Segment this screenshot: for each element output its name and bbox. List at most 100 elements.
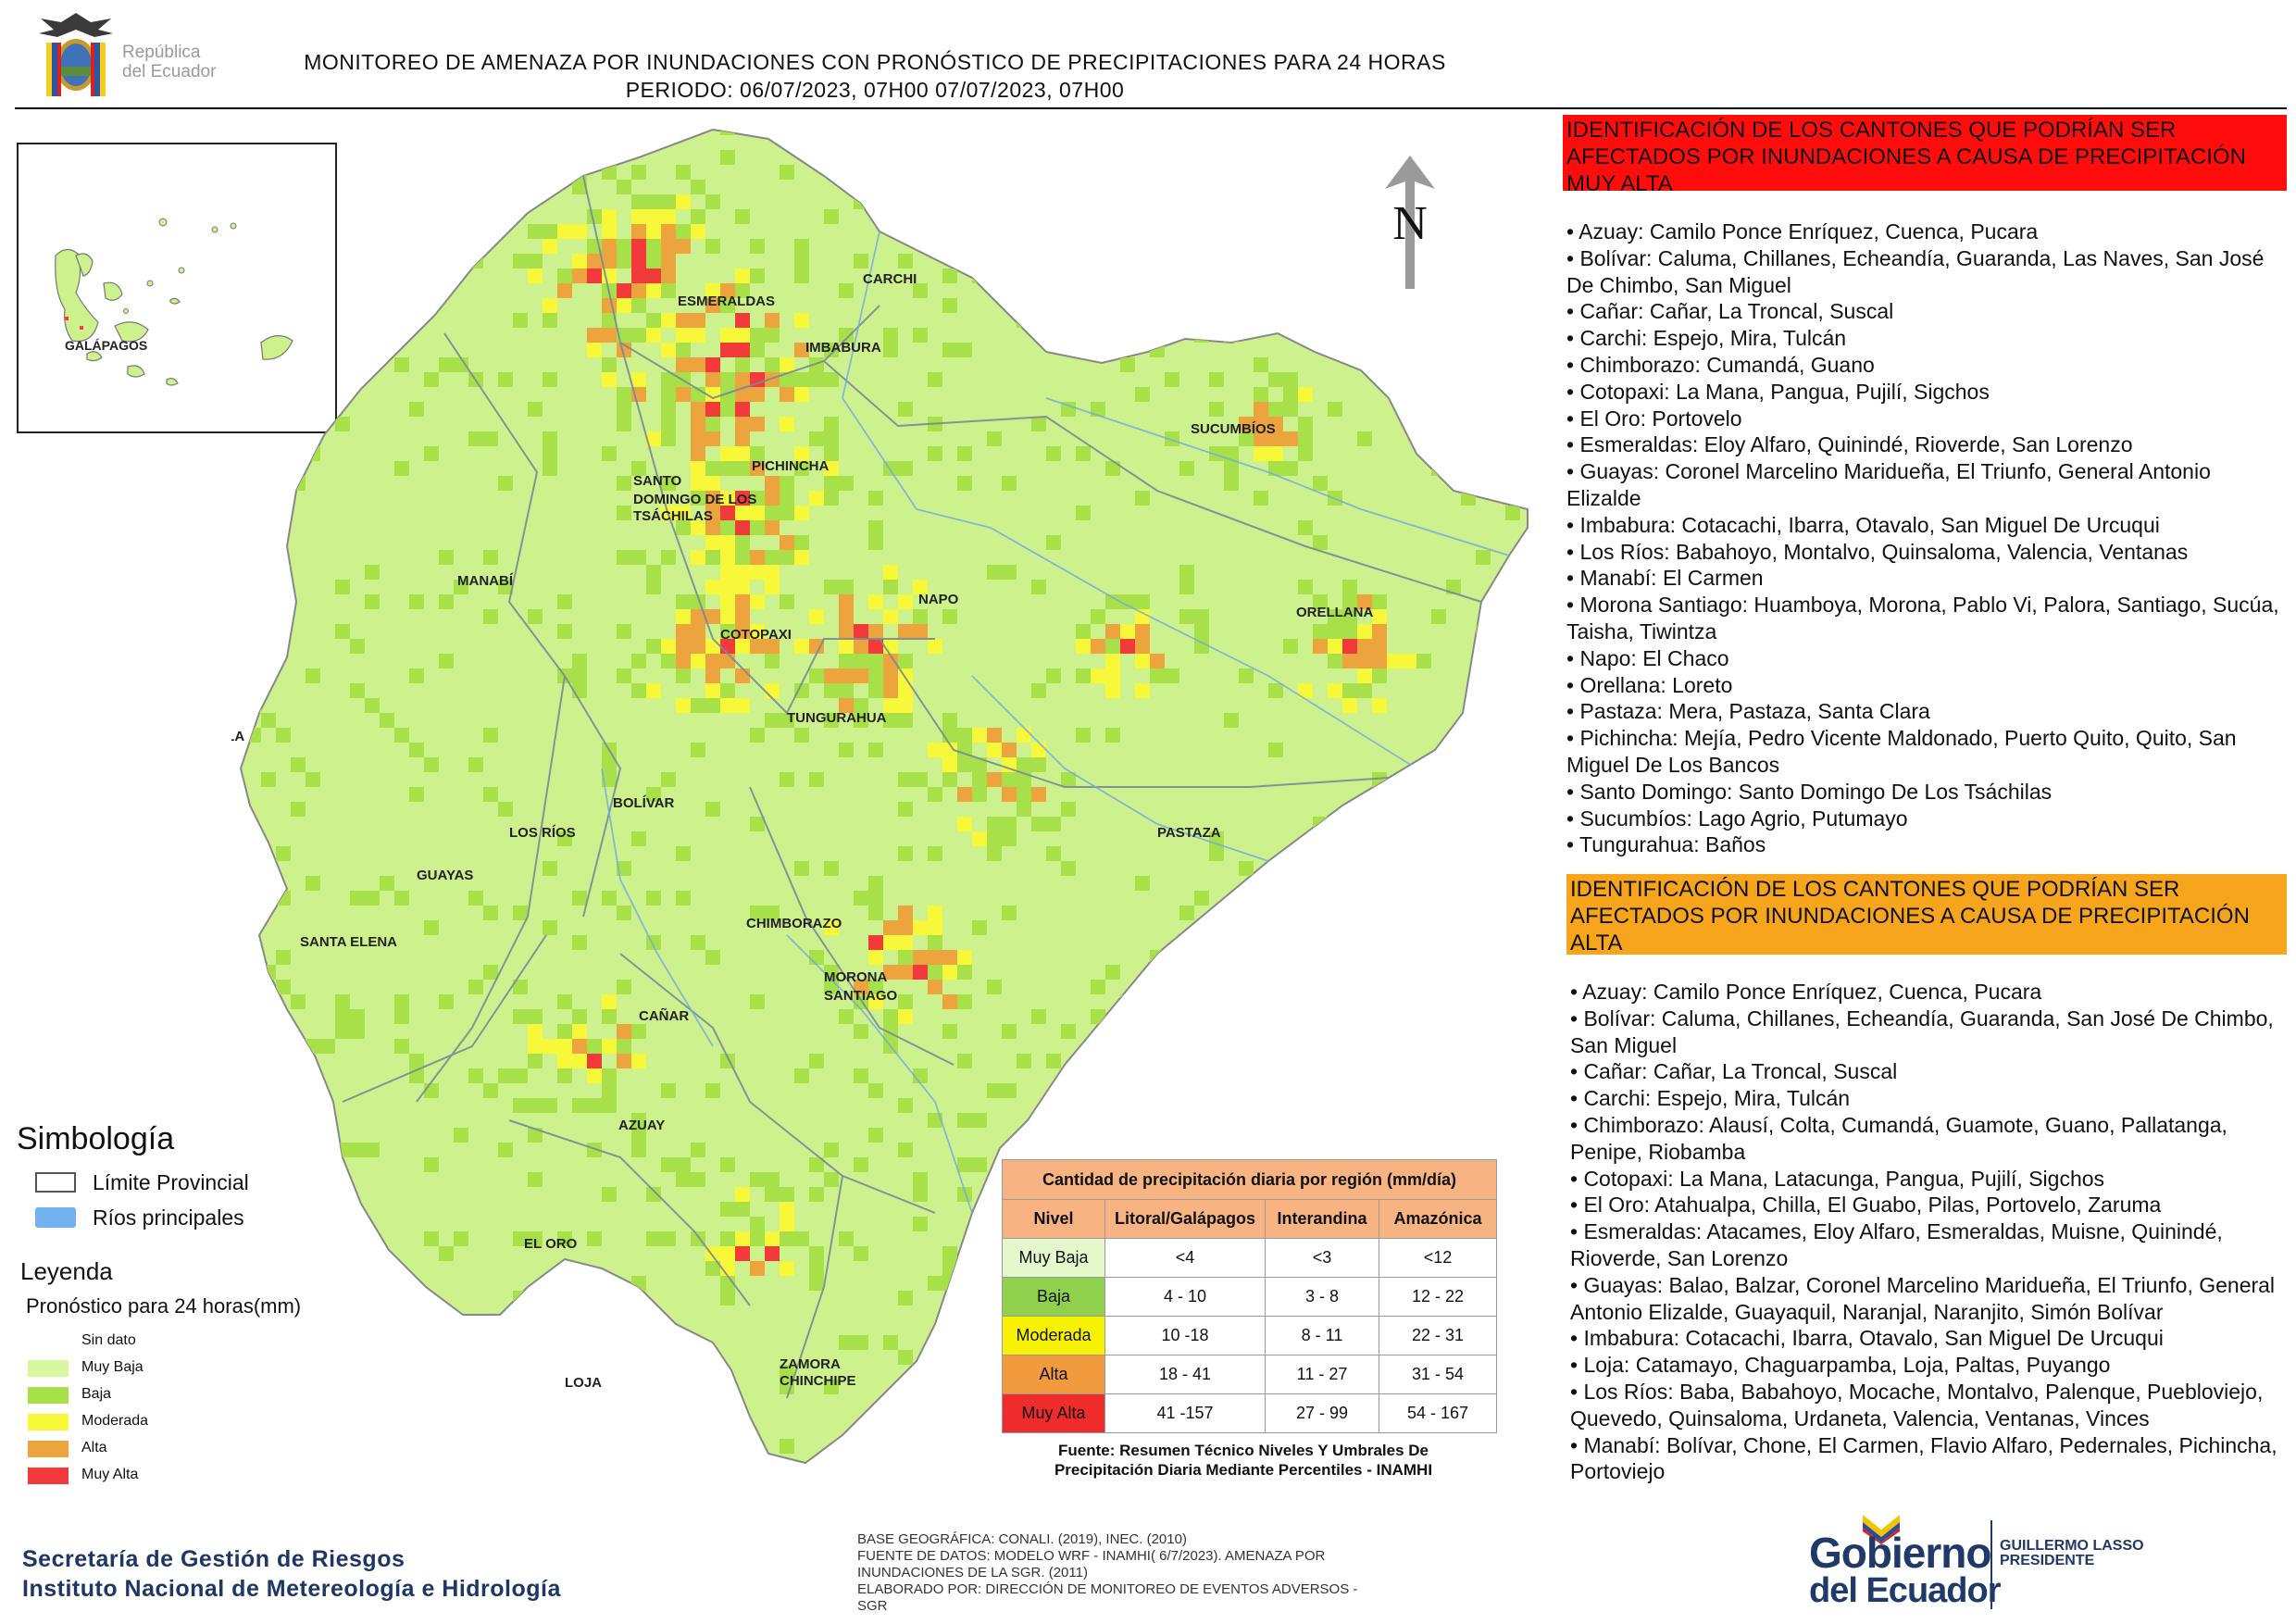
precip-cell bbox=[1491, 476, 1505, 491]
precip-cell bbox=[617, 668, 631, 683]
precip-cell bbox=[1076, 624, 1091, 639]
precip-cell bbox=[498, 209, 513, 224]
precip-cell bbox=[765, 565, 780, 580]
precip-cell bbox=[720, 1246, 735, 1261]
precip-cell bbox=[691, 180, 705, 194]
precip-cell bbox=[987, 565, 1002, 580]
precip-cell bbox=[691, 476, 705, 491]
precip-cell bbox=[824, 209, 839, 224]
table-cell-amazonica: 22 - 31 bbox=[1379, 1316, 1497, 1355]
precip-cell bbox=[617, 1024, 631, 1039]
precip-cell bbox=[350, 1143, 365, 1157]
precip-cell bbox=[809, 1276, 824, 1291]
precip-cell bbox=[854, 254, 868, 269]
precip-cell bbox=[957, 1054, 972, 1068]
precip-cell bbox=[780, 1217, 794, 1231]
province-label: MORONA bbox=[824, 969, 887, 985]
precip-cell bbox=[957, 965, 972, 980]
precip-cell bbox=[780, 772, 794, 787]
precip-cell bbox=[617, 298, 631, 313]
precip-cell bbox=[631, 683, 646, 698]
precip-cell bbox=[942, 994, 957, 1009]
precip-cell bbox=[557, 831, 572, 846]
precip-cell bbox=[291, 476, 306, 491]
precip-cell bbox=[1402, 239, 1416, 254]
chevron-logo-icon bbox=[1863, 1515, 1900, 1544]
precip-cell bbox=[380, 713, 394, 728]
precip-cell bbox=[750, 506, 765, 520]
precip-cell bbox=[276, 565, 291, 580]
precip-cell bbox=[928, 787, 942, 802]
precip-cell bbox=[1461, 150, 1476, 165]
precip-cell bbox=[854, 1157, 868, 1172]
precip-cell bbox=[1461, 831, 1476, 846]
precip-cell bbox=[1268, 861, 1283, 876]
precip-cell bbox=[1046, 1054, 1061, 1068]
precip-cell bbox=[1268, 461, 1283, 476]
precip-cell bbox=[868, 891, 883, 906]
precip-cell bbox=[572, 668, 587, 683]
table-cell-litoral: <4 bbox=[1104, 1238, 1266, 1278]
precip-cell bbox=[868, 994, 883, 1009]
precip-cell bbox=[780, 1365, 794, 1380]
precip-cell bbox=[824, 861, 839, 876]
precip-cell bbox=[380, 283, 394, 298]
province-label: ORELLANA bbox=[1296, 605, 1373, 620]
precip-cell bbox=[572, 1054, 587, 1068]
precip-cell bbox=[1254, 417, 1268, 431]
table-cell-interandina: 11 - 27 bbox=[1265, 1355, 1379, 1394]
precip-cell bbox=[824, 1380, 839, 1394]
precip-cell bbox=[543, 431, 557, 446]
precip-cell bbox=[957, 446, 972, 461]
precip-cell bbox=[987, 846, 1002, 861]
precip-cell bbox=[439, 994, 454, 1009]
precip-cell bbox=[735, 491, 750, 506]
precip-cell bbox=[705, 668, 720, 683]
precip-cell bbox=[1091, 1009, 1105, 1024]
canton-list-item: • Imbabura: Cotacachi, Ibarra, Otavalo, … bbox=[1566, 512, 2160, 537]
precip-cell bbox=[261, 713, 276, 728]
precip-cell bbox=[1357, 594, 1372, 609]
precip-cell bbox=[750, 520, 765, 535]
precip-cell bbox=[454, 1231, 468, 1246]
precip-cell bbox=[794, 1068, 809, 1083]
precip-cell bbox=[572, 180, 587, 194]
precip-cell bbox=[1135, 876, 1150, 891]
precip-cell bbox=[1550, 209, 1555, 224]
precip-cell bbox=[1313, 254, 1328, 269]
precip-cell bbox=[883, 1468, 898, 1472]
precip-cell bbox=[750, 639, 765, 654]
precip-cell bbox=[691, 624, 705, 639]
canton-list-item: • Tungurahua: Baños bbox=[1566, 832, 1766, 857]
precip-cell bbox=[1520, 1291, 1528, 1305]
org-line1: Secretaría de Gestión de Riesgos bbox=[22, 1546, 406, 1572]
precip-cell bbox=[1002, 565, 1017, 580]
precip-cell bbox=[261, 580, 276, 594]
precip-cell bbox=[483, 1454, 498, 1463]
precip-cell bbox=[1135, 609, 1150, 624]
precip-cell bbox=[1046, 535, 1061, 550]
precip-cell bbox=[1091, 980, 1105, 994]
precip-cell bbox=[676, 624, 691, 639]
precip-cell bbox=[987, 431, 1002, 446]
precip-cell bbox=[1076, 506, 1091, 520]
precip-cell bbox=[661, 372, 676, 387]
precip-cell bbox=[454, 357, 468, 372]
precip-cell bbox=[1209, 1054, 1224, 1068]
precip-cell bbox=[794, 254, 809, 269]
precip-cell bbox=[750, 239, 765, 254]
precip-cell bbox=[1224, 328, 1239, 343]
precip-cell bbox=[809, 431, 824, 446]
precip-cell bbox=[1239, 417, 1254, 431]
precip-cell bbox=[1328, 402, 1342, 417]
precip-cell bbox=[720, 328, 735, 343]
precip-cell bbox=[320, 1039, 335, 1054]
precip-cell bbox=[454, 224, 468, 239]
precip-cell bbox=[602, 254, 617, 269]
precip-cell bbox=[676, 654, 691, 668]
precip-cell bbox=[839, 668, 854, 683]
precip-cell bbox=[631, 372, 646, 387]
precip-cell bbox=[972, 728, 987, 743]
precip-cell bbox=[1105, 728, 1120, 743]
precip-cell bbox=[1283, 461, 1298, 476]
